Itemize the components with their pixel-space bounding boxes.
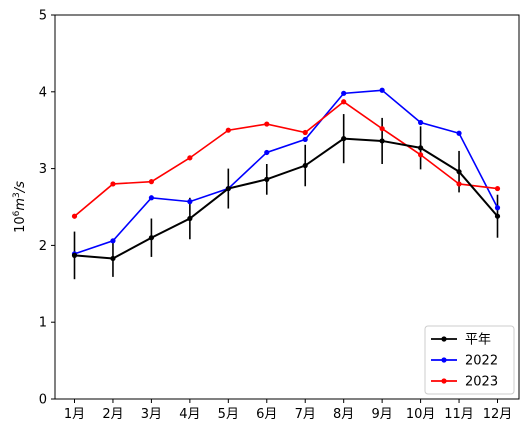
x-tick-label: 10月	[406, 407, 436, 422]
plot-frame	[54, 14, 520, 400]
plot-area	[54, 14, 520, 400]
data-point	[417, 145, 424, 151]
y-tick-label: 4	[39, 85, 47, 100]
legend-marker	[441, 378, 447, 384]
ylabel-exp2: 3	[12, 192, 22, 198]
data-point	[417, 152, 424, 158]
data-point	[264, 121, 270, 127]
data-point	[494, 185, 501, 192]
data-point	[71, 252, 78, 258]
data-point	[225, 127, 231, 133]
data-point	[110, 181, 116, 187]
x-tick-label: 4月	[179, 407, 200, 422]
legend: 平年 2022 2023	[424, 325, 515, 395]
data-point	[341, 136, 347, 142]
ylabel-exp: 6	[12, 210, 22, 216]
x-tick-label: 9月	[371, 407, 392, 422]
data-point	[187, 155, 193, 161]
data-point	[71, 213, 78, 219]
data-point	[456, 130, 462, 136]
series-layer	[71, 87, 501, 280]
y-tick-label: 2	[39, 239, 47, 254]
x-tick-label: 7月	[295, 407, 316, 422]
x-tick-label: 2月	[102, 407, 123, 422]
legend-marker	[441, 357, 447, 363]
data-point	[417, 119, 424, 126]
y-axis-label: 106m3/s	[12, 181, 28, 233]
data-point	[187, 215, 193, 222]
legend-marker	[441, 336, 447, 342]
data-point	[302, 162, 308, 169]
data-point	[341, 90, 347, 96]
ylabel-base: 10	[13, 216, 28, 233]
data-point	[148, 179, 155, 185]
y-tick-label: 3	[39, 162, 47, 177]
data-point	[148, 195, 155, 201]
x-tick-label: 5月	[218, 407, 239, 422]
y-tick-label: 0	[39, 393, 47, 408]
y-axis: 0 1 2 3 4 5	[39, 9, 55, 408]
legend-label: 2023	[465, 375, 498, 390]
data-point	[264, 176, 270, 182]
ylabel-tail: /s	[13, 181, 28, 193]
series-line	[74, 137, 499, 260]
data-point	[456, 169, 462, 175]
y-tick-label: 5	[39, 9, 47, 24]
data-point	[302, 136, 308, 143]
legend-label: 平年	[465, 333, 491, 348]
ylabel-mid: m	[13, 198, 28, 211]
series-line	[74, 89, 499, 255]
x-tick-label: 8月	[333, 407, 354, 422]
series-line	[73, 100, 498, 217]
x-tick-label: 12月	[483, 407, 513, 422]
legend-box	[424, 325, 515, 395]
data-point	[456, 181, 462, 187]
x-tick-label: 3月	[141, 407, 162, 422]
data-point	[302, 129, 308, 136]
data-point	[110, 255, 116, 262]
x-tick-label: 6月	[256, 407, 277, 422]
y-tick-label: 1	[39, 316, 47, 331]
data-point	[379, 87, 385, 93]
data-point	[110, 238, 116, 244]
data-point	[494, 213, 501, 219]
legend-label: 2022	[465, 354, 498, 369]
data-point	[187, 199, 193, 205]
data-point	[225, 185, 231, 192]
x-tick-label: 11月	[444, 407, 474, 422]
data-point	[379, 138, 385, 144]
data-point	[148, 235, 155, 241]
data-point	[379, 126, 385, 132]
x-tick-label: 1月	[64, 407, 85, 422]
data-point	[341, 99, 347, 105]
data-point	[494, 205, 501, 211]
x-axis: 1月 2月 3月 4月 5月 6月 7月 8月 9月 10月 11月 12月	[64, 399, 512, 422]
data-point	[264, 149, 270, 156]
